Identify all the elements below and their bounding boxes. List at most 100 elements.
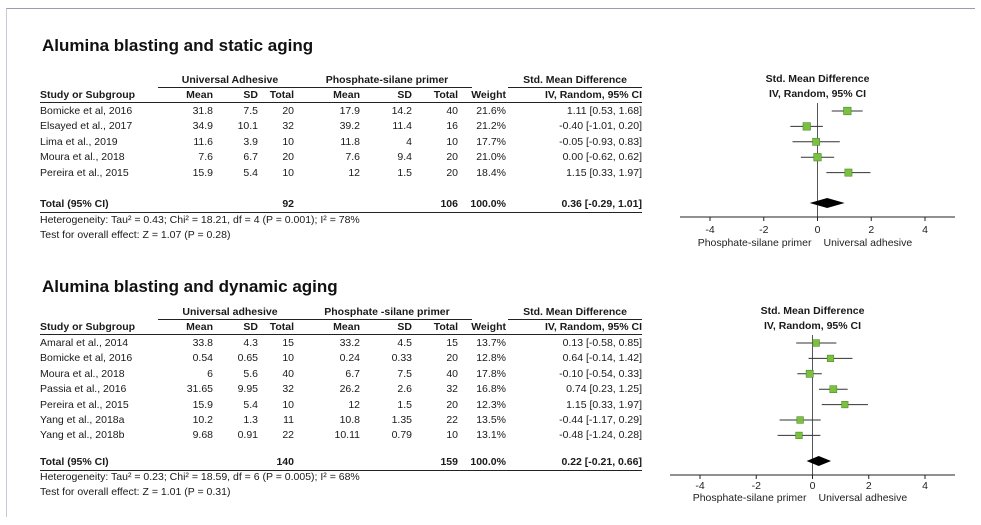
- study-sd2: 14.2: [391, 105, 412, 117]
- x-tick-label: 4: [922, 224, 928, 236]
- effect-square: [843, 106, 852, 116]
- study-sd1: 3.9: [243, 135, 258, 148]
- study-sd2: 1.35: [391, 414, 412, 426]
- study-row: Yang et al., 2018b 9.68 0.91 22 10.11 0.79 10 1…: [40, 428, 642, 443]
- study-sd1: 10.1: [237, 120, 258, 133]
- group-underline: [158, 319, 303, 320]
- study-n2: 16: [446, 120, 458, 133]
- column-header: Mean: [186, 89, 213, 101]
- study-sd1: 7.5: [243, 105, 258, 117]
- effect-square: [841, 401, 849, 409]
- group2-header: Phosphate-silane primer: [325, 74, 449, 86]
- study-study: Moura et al., 2018: [40, 367, 125, 380]
- study-ci: 0.64 [-0.14, 1.42]: [562, 352, 642, 365]
- x-tick-label: -4: [695, 480, 704, 492]
- favours-left-label: Phosphate-silane primer: [693, 492, 807, 504]
- plot-method-header: IV, Random, 95% CI: [763, 320, 862, 332]
- study-sd2: 7.5: [397, 367, 412, 380]
- study-n1: 20: [282, 105, 294, 117]
- column-header-row: Study or Subgroup Mean SD Total Mean SD Total W…: [40, 320, 642, 335]
- study-n2: 10: [446, 429, 458, 442]
- study-ci: -0.40 [-1.01, 0.20]: [559, 120, 642, 133]
- total-ci: 0.36 [-0.29, 1.01]: [561, 198, 642, 210]
- study-m1: 6: [207, 367, 213, 380]
- study-m2: 10.8: [339, 414, 360, 426]
- x-tick-label: 2: [866, 480, 872, 492]
- study-weight: 21.2%: [476, 120, 506, 133]
- study-n2: 40: [446, 367, 458, 380]
- effect-square: [813, 153, 822, 162]
- study-n1: 10: [282, 352, 294, 365]
- study-sd1: 0.65: [237, 352, 258, 365]
- group1-header: Universal Adhesive: [181, 74, 279, 86]
- study-m2: 11.8: [340, 135, 360, 148]
- study-n1: 10: [282, 398, 294, 411]
- study-ci: -0.05 [-0.93, 0.83]: [559, 135, 642, 148]
- total-row: Total (95% CI) 140 159 100.0% 0.22 [-0.21, 0…: [40, 455, 642, 470]
- study-row: Pereira et al., 2015 15.9 5.4 10 12 1.5 20 18.4…: [40, 166, 642, 181]
- study-m2: 26.2: [339, 383, 360, 396]
- heterogeneity-text: Heterogeneity: Tau² = 0.23; Chi² = 18.59…: [40, 471, 360, 483]
- total-row: Total (95% CI) 92 106 100.0% 0.36 [-0.29, 1.…: [40, 197, 642, 212]
- column-header: Weight: [471, 321, 506, 333]
- plot-smd-header: Std. Mean Difference: [765, 73, 870, 85]
- study-ci: 1.15 [0.33, 1.97]: [566, 398, 642, 411]
- study-m1: 7.6: [198, 151, 213, 164]
- study-m1: 31.8: [192, 105, 213, 117]
- study-row: Pereira et al., 2015 15.9 5.4 10 12 1.5 20 12.3…: [40, 398, 642, 413]
- group-underline: [302, 87, 472, 88]
- effect-square: [826, 354, 835, 362]
- study-sd1: 5.6: [243, 367, 258, 380]
- study-ci: 0.74 [0.23, 1.25]: [566, 383, 642, 396]
- study-n1: 20: [282, 151, 294, 164]
- total-n2: 106: [440, 198, 458, 210]
- study-sd2: 0.33: [391, 352, 412, 365]
- study-m2: 6.7: [345, 367, 360, 380]
- study-row: Moura et al., 2018 7.6 6.7 20 7.6 9.4 20 21.0% 0…: [40, 150, 642, 165]
- x-tick-label: 0: [815, 224, 821, 236]
- study-m1: 34.9: [192, 120, 213, 133]
- study-m2: 17.9: [339, 105, 360, 117]
- study-sd2: 0.79: [391, 429, 412, 442]
- study-study: Yang et al., 2018b: [40, 429, 125, 442]
- effect-square: [802, 122, 811, 131]
- column-header: IV, Random, 95% CI: [544, 89, 642, 101]
- column-header: SD: [397, 89, 412, 101]
- study-weight: 13.5%: [476, 414, 506, 426]
- plot-smd-header: Std. Mean Difference: [760, 305, 865, 317]
- column-header: Weight: [471, 89, 506, 101]
- study-n2: 20: [446, 151, 458, 164]
- column-header: Mean: [333, 89, 360, 101]
- group2-header: Phosphate -silane primer: [324, 306, 450, 318]
- column-header: SD: [243, 89, 258, 101]
- favours-right-label: Universal adhesive: [819, 492, 908, 504]
- study-sd2: 4.5: [397, 337, 412, 349]
- study-n1: 22: [282, 429, 294, 442]
- header-rule: [40, 334, 642, 335]
- study-m1: 33.8: [192, 337, 213, 349]
- study-sd1: 5.4: [243, 166, 258, 179]
- study-weight: 13.1%: [476, 429, 506, 442]
- study-row: Bomicke et al, 2016 31.8 7.5 20 17.9 14.2 40 21…: [40, 104, 642, 119]
- column-header: Total: [433, 321, 458, 333]
- x-tick-label: -2: [759, 224, 768, 236]
- group1-header: Universal adhesive: [182, 306, 278, 318]
- x-tick-label: -4: [705, 224, 714, 236]
- study-n2: 20: [446, 352, 458, 365]
- group-underline: [158, 87, 303, 88]
- study-ci: -0.10 [-0.54, 0.33]: [559, 367, 642, 380]
- column-header: Total: [269, 321, 294, 333]
- panel-title: Alumina blasting and static aging: [42, 36, 314, 55]
- study-n2: 20: [446, 398, 458, 411]
- study-weight: 13.7%: [476, 337, 506, 349]
- study-study: Passia et al., 2016: [40, 383, 127, 396]
- study-n2: 32: [446, 383, 458, 396]
- study-m1: 9.68: [192, 429, 213, 442]
- study-m2: 39.2: [339, 120, 360, 133]
- group-underline: [508, 319, 642, 320]
- study-m1: 15.9: [192, 398, 213, 411]
- column-header: Study or Subgroup: [40, 89, 136, 101]
- study-study: Amaral et al., 2014: [40, 337, 129, 349]
